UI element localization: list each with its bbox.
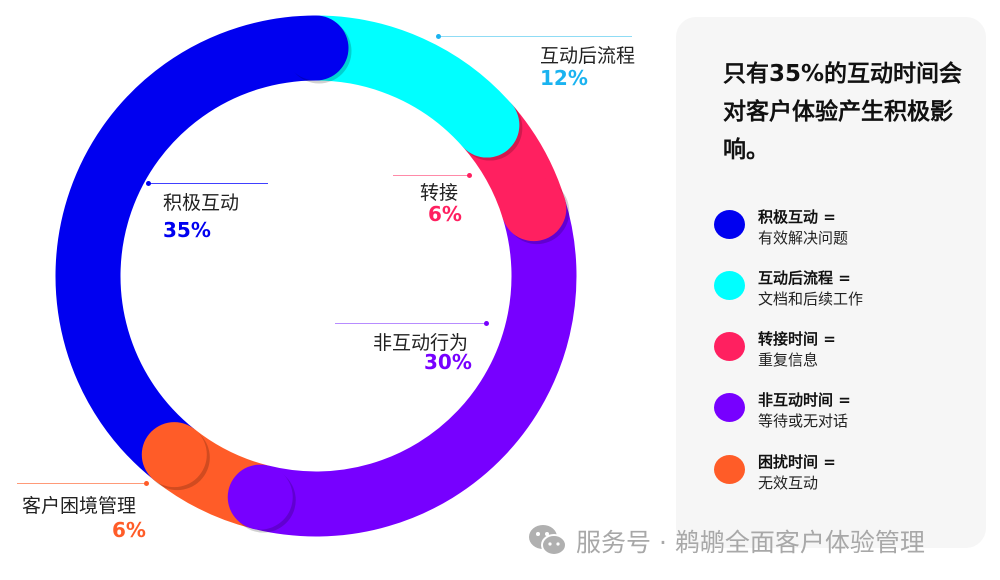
legend-swatch [714, 393, 745, 422]
legend-desc: 有效解决问题 [758, 229, 849, 247]
legend-term: 积极互动 = [758, 208, 836, 226]
legend-term: 非互动时间 = [758, 391, 851, 409]
slice-end-cap [283, 15, 349, 81]
wechat-icon [529, 525, 567, 556]
watermark: 服务号 · 鹈鹕全面客户体验管理 [528, 523, 925, 559]
slice-label-customer-distress: 客户困境管理 [22, 495, 137, 517]
slice-pct-active-interaction: 35% [163, 218, 211, 242]
slice-pct-transfer: 6% [428, 202, 462, 226]
slice-label-transfer: 转接 [420, 182, 459, 204]
slice-end-cap [501, 176, 567, 242]
watermark-text: 服务号 · 鹈鹕全面客户体验管理 [576, 528, 925, 557]
legend-term: 转接时间 = [758, 330, 836, 348]
summary-panel: 只有35%的互动时间会对客户体验产生积极影响。 积极互动 = 有效解决问题 互动后… [676, 17, 986, 548]
legend-desc: 文档和后续工作 [758, 290, 864, 308]
legend-desc: 等待或无对话 [758, 412, 849, 430]
legend-swatch [714, 210, 745, 239]
slice-pct-non-interaction: 30% [424, 350, 472, 374]
leader-line-post-interaction [436, 34, 632, 39]
donut-slice [252, 199, 577, 537]
slice-end-cap [141, 422, 207, 488]
legend-desc: 重复信息 [758, 351, 819, 369]
leader-line-non-interaction [335, 321, 489, 326]
slice-label-active-interaction: 积极互动 [163, 192, 240, 214]
leader-line-transfer [393, 173, 472, 178]
leader-line-customer-distress [17, 481, 149, 486]
legend-swatch [714, 455, 745, 484]
slice-pct-post-interaction: 12% [540, 66, 588, 90]
donut-slice [55, 15, 317, 481]
donut-chart [55, 15, 577, 537]
slice-label-non-interaction: 非互动行为 [373, 332, 469, 354]
slice-pct-customer-distress: 6% [112, 518, 146, 542]
legend-swatch [714, 332, 745, 361]
legend-term: 互动后流程 = [758, 269, 851, 287]
slice-end-cap [454, 92, 520, 158]
legend-swatch [714, 271, 745, 300]
slice-label-post-interaction: 互动后流程 [540, 45, 636, 67]
legend-term: 困扰时间 = [758, 453, 836, 471]
slice-end-cap [227, 464, 293, 530]
panel-title: 只有35%的互动时间会对客户体验产生积极影响。 [723, 61, 963, 163]
legend-desc: 无效互动 [758, 474, 819, 492]
leader-line-active-interaction [146, 181, 268, 186]
